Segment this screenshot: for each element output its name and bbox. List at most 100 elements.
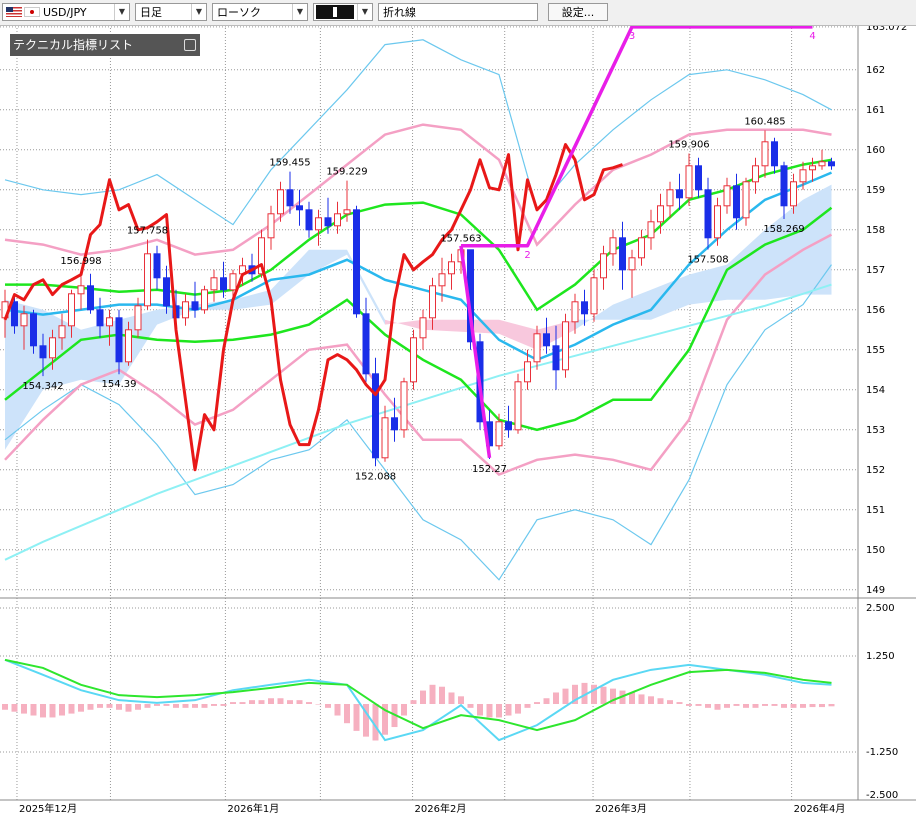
histogram-bar: [743, 704, 749, 708]
indicator-panel[interactable]: テクニカル指標リスト: [10, 34, 200, 56]
histogram-bar: [315, 704, 322, 705]
candle-body: [315, 217, 322, 231]
candle-body: [742, 181, 750, 219]
y-tick-label: 163.072: [866, 22, 907, 33]
candle-body: [638, 237, 645, 259]
price-annotation: 157.563: [440, 233, 481, 244]
x-tick-label: 2026年2月: [415, 802, 467, 815]
candle-body: [524, 361, 531, 383]
symbol-select[interactable]: USD/JPY ▼: [2, 3, 130, 21]
histogram-bar: [11, 704, 18, 712]
cloud: [689, 264, 727, 305]
y-tick-label: 149: [866, 585, 885, 596]
candle-body: [723, 185, 731, 207]
histogram-bar: [790, 704, 797, 708]
candle-body: [77, 285, 85, 295]
histogram-bar: [334, 704, 341, 716]
candle-body: [514, 381, 522, 431]
histogram-bar: [543, 698, 550, 704]
price-annotation: 157.508: [687, 254, 728, 265]
candle-body: [657, 205, 664, 223]
price-annotation: 154.39: [102, 379, 137, 390]
histogram-bar: [809, 704, 816, 708]
macd-line: [4, 658, 832, 742]
candle-body: [714, 205, 721, 239]
candle-body: [695, 165, 702, 191]
histogram-bar: [695, 704, 702, 706]
candle-body: [704, 189, 712, 239]
candle-body: [153, 253, 161, 279]
line-select[interactable]: 折れ線: [378, 3, 538, 21]
histogram-bar: [201, 704, 208, 708]
candle-body: [429, 285, 436, 319]
histogram-bar: [420, 690, 426, 704]
candle-body: [20, 313, 28, 327]
candle-body: [818, 161, 826, 167]
y-tick-label: 158: [866, 225, 885, 236]
histogram-bar: [458, 696, 464, 704]
candle-body: [324, 217, 332, 227]
candle-body: [419, 317, 427, 339]
y-tick-label: 2.500: [866, 603, 895, 614]
histogram-bar: [154, 704, 160, 706]
histogram-bar: [581, 682, 588, 704]
histogram-bar: [353, 704, 360, 731]
histogram-bar: [819, 704, 825, 708]
panel-button[interactable]: [184, 39, 196, 51]
histogram-bar: [296, 700, 303, 704]
histogram-bar: [135, 704, 141, 710]
candle-body: [343, 209, 351, 215]
histogram-bar: [344, 704, 350, 724]
candle-body: [400, 381, 408, 431]
price-annotation: 158.269: [763, 224, 804, 235]
histogram-bar: [230, 702, 236, 704]
histogram-bar: [173, 704, 179, 708]
histogram-bar: [752, 704, 759, 708]
candle-body: [448, 261, 455, 275]
macd-line: [4, 658, 832, 732]
settings-button[interactable]: 設定...: [548, 3, 608, 21]
y-tick-label: 1.250: [866, 651, 895, 662]
style-select[interactable]: ローソク ▼: [212, 3, 308, 21]
histogram-bar: [505, 704, 512, 716]
candle-body: [495, 421, 503, 447]
indicator-line: [4, 123, 832, 256]
icon-select[interactable]: ▼: [313, 3, 373, 21]
histogram-bar: [714, 704, 721, 710]
candle-body: [296, 205, 303, 211]
histogram-bar: [268, 698, 274, 704]
candle-body: [39, 345, 47, 359]
overlay-line: [3, 143, 623, 472]
histogram-bar: [372, 704, 379, 741]
period-select[interactable]: 日足 ▼: [135, 3, 207, 21]
histogram-bar: [59, 704, 65, 716]
cloud: [385, 319, 423, 330]
candle-body: [11, 301, 18, 327]
candle-body: [790, 181, 797, 207]
y-tick-label: 152: [866, 465, 885, 476]
histogram-bar: [638, 694, 645, 704]
candle-body: [533, 333, 541, 363]
indicator-line: [4, 39, 832, 226]
y-tick-label: 155: [866, 345, 885, 356]
histogram-bar: [40, 704, 46, 718]
candle-body: [581, 301, 588, 315]
candle-body: [809, 165, 816, 171]
candle-body: [799, 169, 807, 183]
histogram-bar: [306, 702, 312, 704]
cloud: [803, 184, 832, 295]
price-annotation: 152.27: [472, 464, 507, 475]
candle-body: [134, 305, 142, 331]
candle-body: [49, 337, 56, 359]
histogram-bar: [724, 704, 730, 708]
candle-body: [144, 253, 151, 307]
candle-body: [619, 237, 626, 271]
candle-body: [191, 301, 199, 311]
histogram-bar: [258, 700, 265, 704]
candle-icon: [316, 5, 354, 19]
histogram-bar: [553, 692, 559, 704]
histogram-bar: [486, 704, 493, 718]
histogram-bar: [116, 704, 122, 710]
indicator-line: [4, 206, 833, 432]
